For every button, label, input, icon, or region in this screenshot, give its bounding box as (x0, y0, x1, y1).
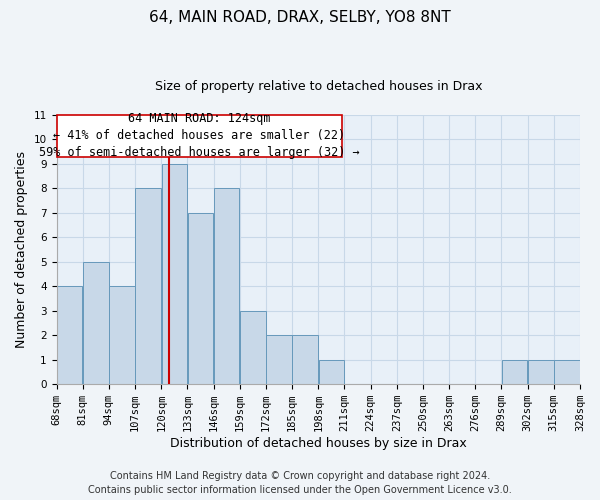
Bar (292, 336, 318, 384)
Bar (136, 188, 161, 384)
Text: 64 MAIN ROAD: 124sqm
← 41% of detached houses are smaller (22)
59% of semi-detac: 64 MAIN ROAD: 124sqm ← 41% of detached h… (39, 112, 360, 160)
Title: Size of property relative to detached houses in Drax: Size of property relative to detached ho… (155, 80, 482, 93)
Bar (240, 311, 266, 384)
FancyBboxPatch shape (56, 115, 343, 156)
Bar (188, 213, 213, 384)
Text: 64, MAIN ROAD, DRAX, SELBY, YO8 8NT: 64, MAIN ROAD, DRAX, SELBY, YO8 8NT (149, 10, 451, 25)
Bar (502, 360, 527, 384)
Bar (266, 336, 292, 384)
Bar (319, 360, 344, 384)
Bar (528, 360, 554, 384)
Bar (214, 188, 239, 384)
Text: Contains HM Land Registry data © Crown copyright and database right 2024.
Contai: Contains HM Land Registry data © Crown c… (88, 471, 512, 495)
X-axis label: Distribution of detached houses by size in Drax: Distribution of detached houses by size … (170, 437, 467, 450)
Y-axis label: Number of detached properties: Number of detached properties (15, 151, 28, 348)
Bar (554, 360, 580, 384)
Bar (57, 286, 82, 384)
Bar (83, 262, 109, 384)
Bar (161, 164, 187, 384)
Bar (109, 286, 135, 384)
